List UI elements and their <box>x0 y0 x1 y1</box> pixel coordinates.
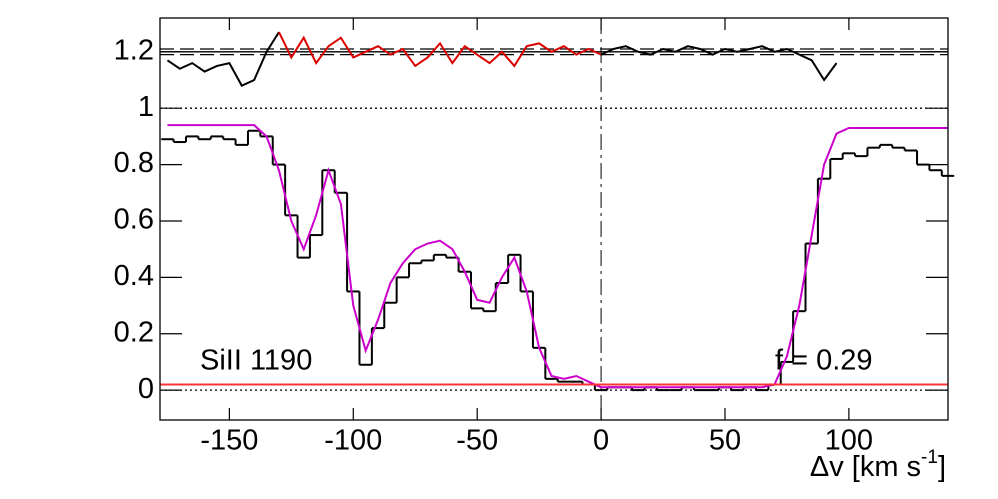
y-tick-label: 0.4 <box>114 260 154 292</box>
annotation: f = 0.29 <box>775 345 873 377</box>
x-axis-label: Δv [km s-1] <box>810 447 946 483</box>
y-tick-label: 0.2 <box>114 316 154 348</box>
series-line <box>278 31 602 68</box>
x-label-part: ] <box>938 451 946 483</box>
y-tick-label: 1 <box>138 91 154 123</box>
y-tick-label: 0 <box>138 373 154 405</box>
plot-frame <box>159 17 949 421</box>
x-tick-label: 50 <box>709 425 741 457</box>
x-tick-label: 100 <box>825 425 873 457</box>
x-label-sup: -1 <box>921 447 938 468</box>
y-tick-label: 0.8 <box>114 147 154 179</box>
x-tick-label: -100 <box>324 425 382 457</box>
series-line <box>166 31 280 87</box>
y-tick-label: 1.2 <box>114 34 154 66</box>
x-tick-label: 0 <box>593 425 609 457</box>
y-tick-label: 0.6 <box>114 204 154 236</box>
annotation: SiII 1190 <box>200 345 312 377</box>
x-label-part: Δv [km s <box>810 451 921 483</box>
x-tick-label: -150 <box>200 425 258 457</box>
series-line <box>167 124 948 389</box>
x-tick-label: -50 <box>456 425 498 457</box>
series-line <box>600 45 838 82</box>
